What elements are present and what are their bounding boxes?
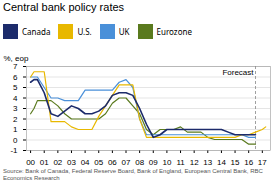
svg-text:10: 10 [162,158,171,167]
svg-text:11: 11 [176,158,185,167]
html-text:UK: UK [118,26,130,37]
svg-text:12: 12 [190,158,199,167]
svg-text:02: 02 [53,158,62,167]
svg-text:3: 3 [13,104,18,113]
svg-text:1: 1 [13,125,18,134]
svg-text:04: 04 [81,158,90,167]
svg-text:0: 0 [13,136,18,145]
svg-text:00: 00 [26,158,35,167]
svg-text:5: 5 [13,83,18,92]
svg-text:16: 16 [244,158,253,167]
svg-text:03: 03 [67,158,76,167]
svg-text:Forecast: Forecast [222,68,254,77]
svg-text:05: 05 [94,158,103,167]
html-text:Central bank policy rates: Central bank policy rates [3,1,125,13]
html-text:U.S.: U.S. [77,26,92,37]
svg-text:%, eop: %, eop [4,54,29,63]
svg-text:-1: -1 [10,146,18,155]
html-text:Canada: Canada [22,26,51,37]
svg-text:08: 08 [135,158,144,167]
svg-text:09: 09 [149,158,158,167]
svg-text:14: 14 [217,158,226,167]
html-text:Eurozone: Eurozone [156,26,192,37]
svg-text:01: 01 [40,158,49,167]
svg-text:13: 13 [203,158,212,167]
svg-text:7: 7 [13,62,18,71]
svg-text:4: 4 [13,94,18,103]
svg-text:6: 6 [13,73,18,82]
svg-text:17: 17 [258,158,267,167]
html-text:Source: Bank of Canada, Federa: Source: Bank of Canada, Federal Reserve … [3,168,263,181]
svg-text:07: 07 [122,158,131,167]
svg-text:15: 15 [231,158,240,167]
svg-text:06: 06 [108,158,117,167]
svg-text:2: 2 [13,115,18,124]
